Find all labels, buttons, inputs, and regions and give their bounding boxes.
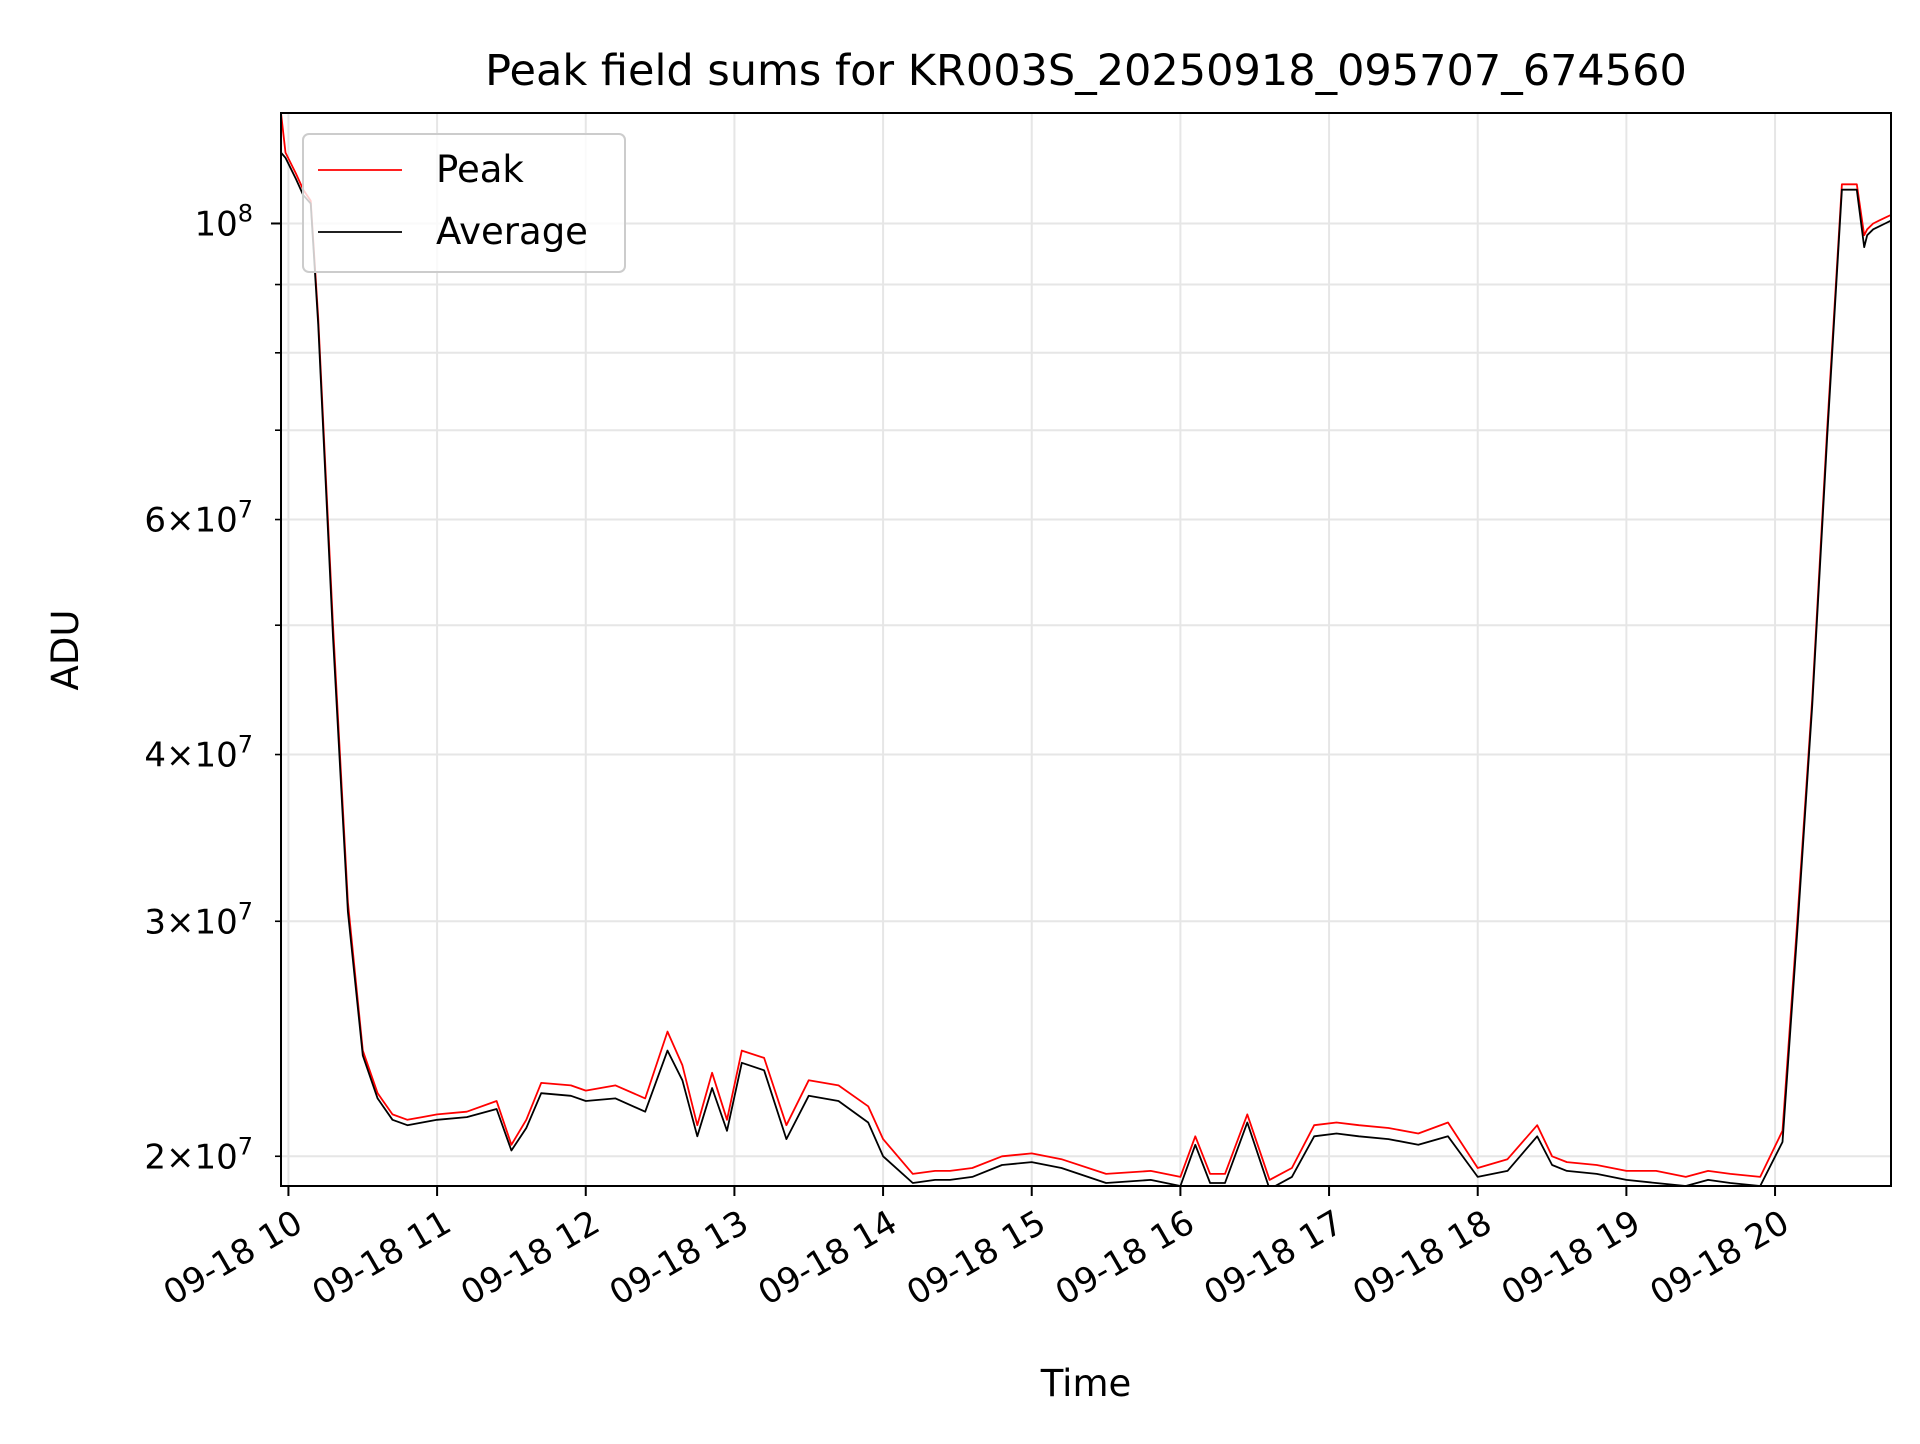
legend: Peak Average xyxy=(302,133,626,273)
legend-average-label: Average xyxy=(436,210,588,253)
series-line-average xyxy=(281,152,1891,1186)
legend-peak-label: Peak xyxy=(436,148,524,191)
axes-frame xyxy=(280,112,1892,1187)
plot-layer xyxy=(281,113,1891,1186)
chart-title: Peak field sums for KR003S_20250918_0957… xyxy=(485,46,1687,96)
x-axis-label: Time xyxy=(1040,1362,1132,1405)
series-line-peak xyxy=(281,113,1891,1181)
y-tick-label: 4×107 xyxy=(144,731,253,776)
y-tick-label: 2×107 xyxy=(144,1132,253,1177)
legend-box xyxy=(302,133,626,273)
y-tick-label: 108 xyxy=(194,199,253,244)
y-tick-label: 3×107 xyxy=(144,897,253,942)
y-axis-label: ADU xyxy=(44,610,87,691)
grid-layer xyxy=(281,113,1891,1186)
y-tick-label: 6×107 xyxy=(144,496,253,541)
